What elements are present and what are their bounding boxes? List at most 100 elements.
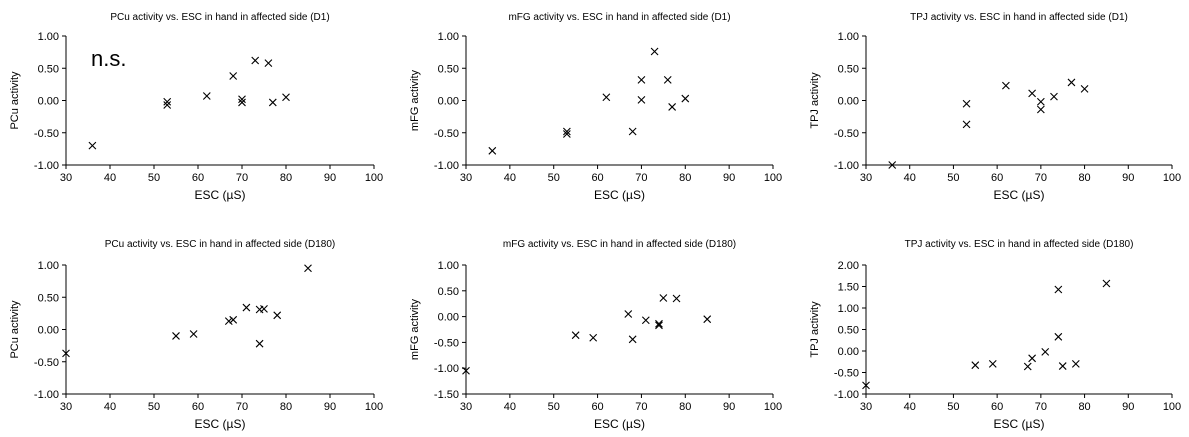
x-tick-label: 50 [548, 401, 560, 413]
data-point [571, 331, 580, 340]
data-point [988, 360, 997, 368]
chart-title: mFG activity vs. ESC in hand in affected… [508, 12, 730, 23]
y-tick-label: 0.00 [38, 325, 59, 337]
data-point [488, 146, 497, 155]
data-point [163, 101, 172, 109]
x-tick-label: 80 [679, 401, 691, 413]
y-tick-label: 1.00 [438, 260, 459, 272]
scatter-panel-2: mFG activity vs. ESC in hand in affected… [409, 12, 782, 202]
data-point [562, 127, 571, 136]
y-tick-label: 0.00 [438, 312, 459, 324]
x-tick-label: 30 [460, 172, 472, 184]
data-point [1036, 97, 1045, 106]
x-tick-label: 50 [947, 172, 959, 184]
x-tick-label: 30 [860, 401, 872, 413]
data-point [672, 294, 681, 303]
data-point [971, 361, 980, 370]
data-point [229, 72, 238, 80]
x-tick-label: 100 [764, 401, 782, 413]
data-point [462, 366, 470, 375]
y-axis-label: TPJ activity [809, 301, 821, 358]
data-point [1041, 347, 1050, 356]
x-tick-label: 100 [764, 172, 782, 184]
data-point [602, 93, 611, 102]
data-point [238, 95, 246, 104]
y-tick-label: -0.50 [834, 368, 859, 380]
y-tick-label: -1.00 [834, 160, 859, 172]
x-tick-label: 80 [280, 172, 292, 184]
data-point [637, 75, 646, 84]
data-point [659, 294, 668, 302]
data-point [238, 98, 246, 107]
data-point [562, 130, 571, 138]
x-tick-label: 40 [504, 172, 516, 184]
chart-title: PCu activity vs. ESC in hand in affected… [110, 12, 329, 23]
x-tick-label: 50 [148, 401, 160, 413]
y-tick-label: 1.00 [838, 303, 859, 315]
data-point [655, 321, 663, 330]
data-point [1028, 89, 1036, 98]
x-axis-label: ESC (µS) [195, 417, 246, 431]
scatter-panel-4: PCu activity vs. ESC in hand in affected… [9, 239, 383, 431]
y-tick-label: 0.50 [438, 286, 459, 298]
x-tick-label: 30 [60, 401, 72, 413]
data-point [189, 330, 198, 338]
data-point [229, 315, 238, 324]
x-tick-label: 60 [591, 401, 603, 413]
data-point [255, 339, 264, 348]
data-point [1054, 285, 1063, 294]
data-point [628, 335, 637, 344]
data-point [304, 264, 312, 273]
y-tick-label: -0.50 [434, 337, 459, 349]
x-axis-label: ESC (µS) [195, 188, 246, 202]
x-tick-label: 100 [1163, 172, 1181, 184]
y-tick-label: 1.00 [438, 31, 459, 43]
data-point [242, 303, 251, 312]
data-point [163, 97, 172, 106]
x-axis-label: ESC (µS) [594, 417, 645, 431]
x-tick-label: 90 [324, 172, 336, 184]
x-tick-label: 30 [460, 401, 472, 413]
x-tick-label: 70 [635, 172, 647, 184]
y-tick-label: -0.50 [34, 357, 59, 369]
y-tick-label: -0.50 [434, 128, 459, 140]
y-tick-label: 1.00 [38, 260, 59, 272]
x-tick-label: 100 [1163, 401, 1181, 413]
x-tick-label: 50 [947, 401, 959, 413]
x-tick-label: 40 [504, 401, 516, 413]
data-point [1071, 360, 1080, 368]
scatter-panel-6: TPJ activity vs. ESC in hand in affected… [809, 239, 1181, 431]
x-tick-label: 100 [365, 401, 383, 413]
y-tick-label: -1.00 [34, 160, 59, 172]
data-point [1002, 81, 1010, 90]
data-point [663, 75, 672, 84]
data-point [224, 317, 233, 326]
data-point [260, 304, 268, 313]
x-tick-label: 90 [723, 172, 735, 184]
y-tick-label: -1.00 [34, 389, 59, 401]
data-point [172, 332, 180, 340]
x-tick-label: 60 [991, 172, 1003, 184]
x-tick-label: 70 [236, 401, 248, 413]
data-point [962, 120, 971, 129]
x-tick-label: 70 [1035, 401, 1047, 413]
chart-title: TPJ activity vs. ESC in hand in affected… [905, 239, 1134, 250]
x-tick-label: 70 [1035, 172, 1047, 184]
x-tick-label: 80 [1078, 172, 1090, 184]
data-point [862, 381, 870, 390]
x-tick-label: 60 [991, 401, 1003, 413]
significance-annotation: n.s. [91, 46, 126, 71]
data-point [641, 316, 650, 325]
y-tick-label: -1.50 [434, 389, 459, 401]
chart-title: TPJ activity vs. ESC in hand in affected… [910, 12, 1128, 23]
y-axis-label: TPJ activity [809, 72, 821, 129]
y-tick-label: 0.50 [38, 63, 59, 75]
x-tick-label: 60 [192, 172, 204, 184]
x-tick-label: 30 [60, 172, 72, 184]
y-tick-label: -1.00 [434, 160, 459, 172]
x-tick-label: 60 [192, 401, 204, 413]
x-tick-label: 90 [723, 401, 735, 413]
scatter-panel-1: PCu activity vs. ESC in hand in affected… [9, 12, 383, 202]
x-tick-label: 40 [104, 172, 116, 184]
